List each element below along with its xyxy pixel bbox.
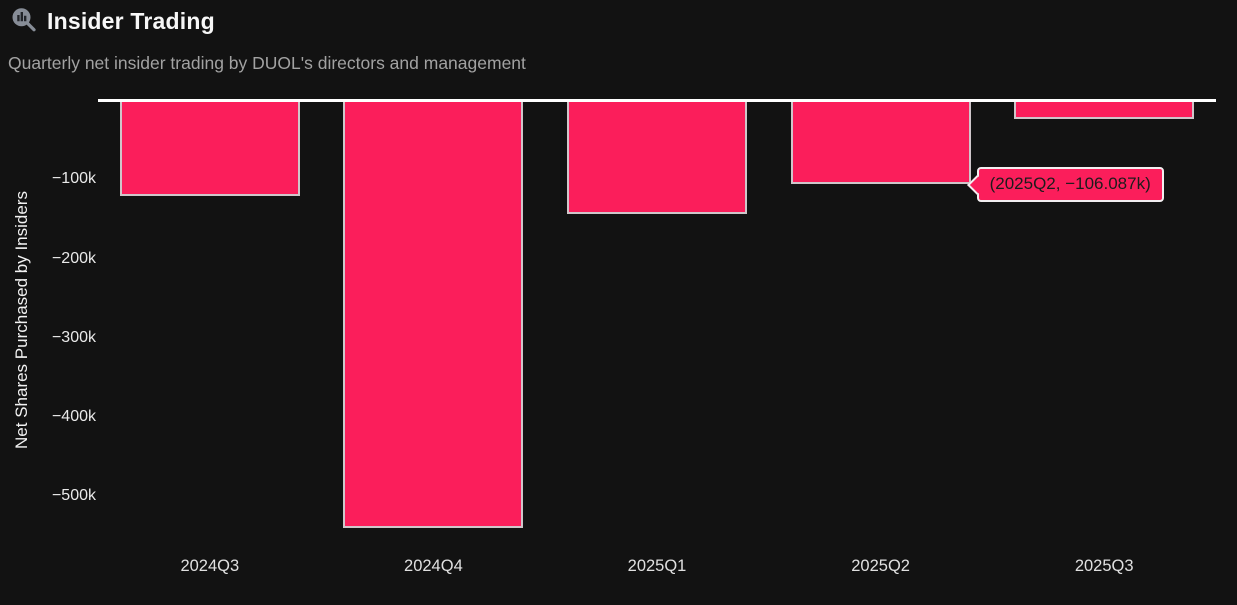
y-tick-label: −400k (51, 408, 96, 425)
page-title: Insider Trading (47, 7, 215, 34)
x-axis-label-2025Q2: 2025Q2 (851, 557, 910, 575)
y-tick-label: −200k (51, 249, 96, 267)
bar-2025Q3[interactable] (1014, 100, 1195, 119)
y-tick-label: −100k (51, 170, 96, 188)
chart-subtitle: Quarterly net insider trading by DUOL's … (8, 53, 526, 73)
y-tick-label: −500k (51, 487, 96, 505)
x-axis-label-2025Q1: 2025Q1 (627, 557, 687, 575)
x-axis-label-2025Q3: 2025Q3 (1074, 557, 1134, 575)
tooltip-label: (2025Q2, −106.087k) (989, 174, 1151, 193)
title-row: Insider Trading (9, 6, 215, 36)
tooltip: (2025Q2, −106.087k) (966, 167, 1164, 202)
bar-2025Q2[interactable] (790, 100, 971, 184)
y-tick-label: −300k (51, 328, 96, 346)
chart-magnifier-icon (9, 6, 39, 36)
x-axis-label-2024Q3: 2024Q3 (180, 557, 240, 575)
bar-2025Q1[interactable] (567, 100, 747, 214)
x-axis-label-2024Q4: 2024Q4 (404, 557, 463, 575)
bar-2024Q3[interactable] (119, 100, 300, 196)
bar-2024Q4[interactable] (343, 100, 524, 528)
zero-axis-line (98, 99, 1216, 102)
